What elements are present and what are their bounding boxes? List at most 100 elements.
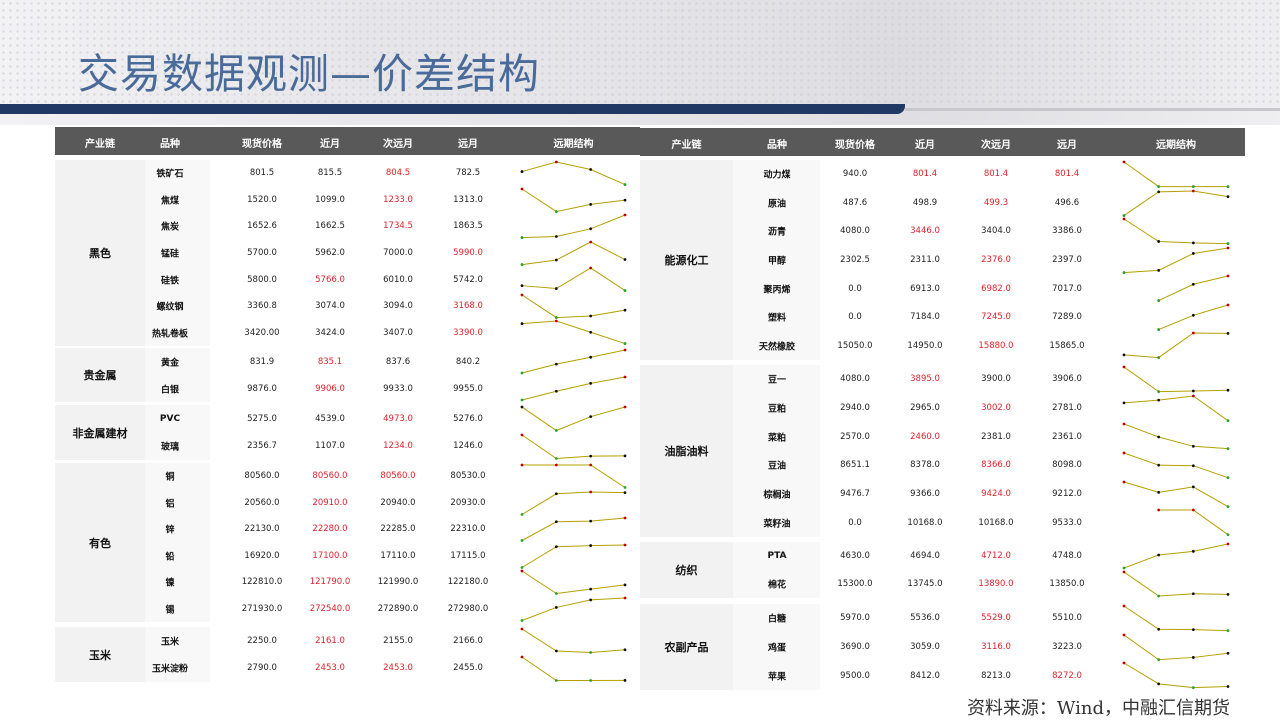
next-far-month: 9424.0 [981, 488, 1011, 499]
header-cell: 次远月 [383, 139, 413, 150]
table-row[interactable]: 天然橡胶 15050.0 14950.0 15880.0 15865.0 [640, 331, 1245, 360]
table-row[interactable]: 塑料 0.0 7184.0 7245.0 7289.0 [640, 303, 1245, 332]
table-row[interactable]: 焦炭 1652.6 1662.5 1734.5 1863.5 [55, 213, 640, 240]
sparkline-point [623, 648, 627, 652]
variety-name: 黄金 [160, 358, 180, 368]
table-row[interactable]: 白银 9876.0 9906.0 9933.0 9955.0 [55, 375, 640, 402]
table-row[interactable]: 棕榈油 9476.7 9366.0 9424.0 9212.0 [640, 480, 1245, 509]
spot-price: 271930.0 [241, 603, 283, 614]
far-month: 1313.0 [453, 194, 483, 205]
far-month: 5510.0 [1052, 613, 1082, 624]
table-row[interactable]: 豆一 4080.0 3895.0 3900.0 3906.0 [640, 365, 1245, 394]
table-row[interactable]: 菜籽油 0.0 10168.0 10168.0 9533.0 [640, 508, 1245, 537]
table-row[interactable]: 镍 122810.0 121790.0 121990.0 122180.0 [55, 569, 640, 596]
variety-name: 锡 [165, 605, 175, 616]
table-row[interactable]: 玉米淀粉 2790.0 2453.0 2453.0 2455.0 [55, 655, 640, 683]
variety-name: 豆油 [767, 461, 787, 472]
next-far-month: 1734.5 [383, 221, 413, 232]
table-row[interactable]: 沥青 4080.0 3446.0 3404.0 3386.0 [640, 217, 1245, 246]
sparkline-path [1123, 218, 1229, 245]
sparkline-point [1226, 592, 1230, 596]
near-month: 80560.0 [312, 471, 348, 482]
near-month: 7184.0 [910, 312, 940, 323]
forward-curve-sparkline [520, 405, 627, 432]
sparkline-path [1123, 452, 1229, 479]
table-row[interactable]: 锰硅 5700.0 5962.0 7000.0 5990.0 [55, 240, 640, 267]
table-row[interactable]: 甲醇 2302.5 2311.0 2376.0 2397.0 [640, 246, 1245, 275]
sparkline-path [1158, 509, 1229, 536]
sparkline-point [554, 592, 558, 595]
header-cell: 次远月 [981, 140, 1011, 151]
near-month: 815.5 [317, 168, 343, 179]
table-row[interactable]: 白糖 5970.0 5536.0 5529.0 5510.0 [640, 604, 1245, 633]
table-row[interactable]: 菜粕 2570.0 2460.0 2381.0 2361.0 [640, 422, 1245, 451]
next-far-month: 2381.0 [981, 431, 1011, 442]
table-row[interactable]: PTA 4630.0 4694.0 4712.0 4748.0 [640, 542, 1245, 570]
table-row[interactable]: 苹果 9500.0 8412.0 8213.0 8272.0 [640, 661, 1245, 690]
table-row[interactable]: 热轧卷板 3420.00 3424.0 3407.0 3390.0 [55, 319, 640, 346]
sparkline-point [623, 596, 627, 599]
variety-name: 豆粕 [767, 404, 787, 415]
forward-curve-sparkline [1157, 508, 1230, 537]
sparkline-point [1226, 504, 1230, 508]
sparkline-point [1122, 213, 1126, 217]
table-row[interactable]: 聚丙烯 0.0 6913.0 6982.0 7017.0 [640, 274, 1245, 303]
variety-column-bg [733, 160, 820, 360]
variety-column-bg [733, 542, 820, 598]
near-month: 6913.0 [910, 283, 940, 294]
far-month: 4748.0 [1052, 551, 1082, 561]
sparkline-path [521, 214, 626, 239]
near-month: 121790.0 [309, 577, 351, 588]
table-row[interactable]: 动力煤 940.0 801.4 801.4 801.4 [640, 160, 1245, 189]
sparkline-point [554, 520, 558, 524]
table-row[interactable]: 锡 271930.0 272540.0 272890.0 272980.0 [55, 596, 640, 623]
sparkline-path [521, 349, 626, 374]
forward-curve-sparkline [1122, 570, 1230, 598]
table-row[interactable]: 棉花 15300.0 13745.0 13890.0 13850.0 [640, 570, 1245, 598]
table-row[interactable]: 铅 16920.0 17100.0 17110.0 17115.0 [55, 543, 640, 570]
spot-price: 0.0 [848, 283, 862, 294]
near-month: 1099.0 [315, 194, 345, 205]
table-row[interactable]: 豆油 8651.1 8378.0 8366.0 8098.0 [640, 451, 1245, 480]
sparkline-point [1157, 185, 1161, 188]
table-row[interactable]: 锌 22130.0 22280.0 22285.0 22310.0 [55, 516, 640, 543]
table-row[interactable]: 焦煤 1520.0 1099.0 1233.0 1313.0 [55, 187, 640, 214]
table-row[interactable]: 豆粕 2940.0 2965.0 3002.0 2781.0 [640, 394, 1245, 423]
sparkline-point [623, 342, 627, 346]
table-row[interactable]: 玻璃 2356.7 1107.0 1234.0 1246.0 [55, 433, 640, 461]
table-row[interactable]: 铝 20560.0 20910.0 20940.0 20930.0 [55, 490, 640, 517]
table-row[interactable]: 玉米 2250.0 2161.0 2155.0 2166.0 [55, 627, 640, 655]
next-far-month: 3002.0 [981, 402, 1011, 413]
near-month: 13745.0 [907, 579, 943, 589]
far-month: 22310.0 [450, 524, 486, 535]
spot-price: 5970.0 [840, 613, 870, 624]
table-row[interactable]: 螺纹钢 3360.8 3074.0 3094.0 3168.0 [55, 293, 640, 320]
forward-curve-sparkline [520, 596, 627, 622]
forward-curve-sparkline [520, 516, 627, 542]
sparkline-point [623, 257, 627, 261]
table-row[interactable]: 铁矿石 801.5 815.5 804.5 782.5 [55, 160, 640, 187]
sparkline-point [554, 649, 558, 653]
table-row[interactable]: 鸡蛋 3690.0 3059.0 3116.0 3223.0 [640, 633, 1245, 662]
sparkline-point [554, 456, 558, 460]
sparkline-point [1122, 401, 1126, 404]
variety-name: 菜籽油 [763, 519, 791, 530]
sparkline-point [1226, 542, 1230, 546]
next-far-month: 3094.0 [383, 301, 413, 312]
near-month: 8412.0 [910, 670, 940, 681]
sparkline-point [589, 331, 593, 335]
table-row[interactable]: 原油 487.6 498.9 499.3 496.6 [640, 189, 1245, 218]
sparkline-path [521, 434, 626, 459]
table-row[interactable]: PVC 5275.0 4539.0 4973.0 5276.0 [55, 405, 640, 433]
table-row[interactable]: 黄金 831.9 835.1 837.6 840.2 [55, 348, 640, 375]
sparkline-point [1122, 270, 1126, 274]
variety-column-bg [733, 365, 820, 537]
sparkline-point [589, 266, 593, 270]
sparkline-point [589, 415, 593, 419]
header-cell: 远期结构 [1156, 140, 1196, 151]
variety-name: 菜粕 [767, 433, 787, 444]
table-row[interactable]: 铜 80560.0 80560.0 80560.0 80530.0 [55, 463, 640, 490]
table-row[interactable]: 硅铁 5800.0 5766.0 6010.0 5742.0 [55, 266, 640, 293]
group-2: 非金属建材 PVC 5275.0 4539.0 4973.0 5276.0 玻璃 2356.7… [55, 405, 640, 460]
sparkline-path [1158, 275, 1229, 302]
